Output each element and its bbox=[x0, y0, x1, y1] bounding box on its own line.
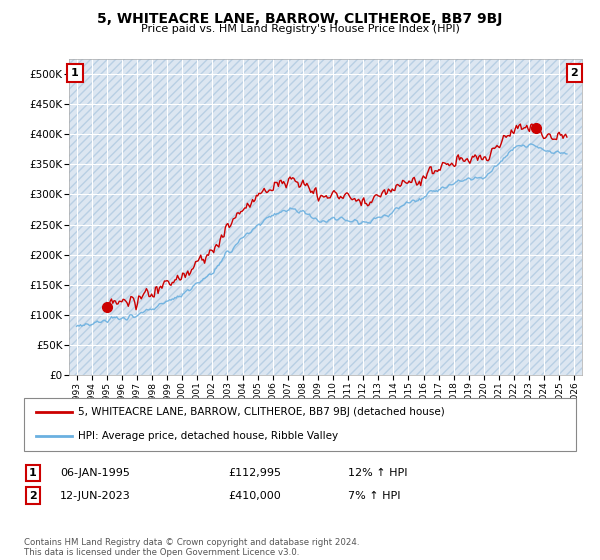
Text: 2: 2 bbox=[29, 491, 37, 501]
Text: £410,000: £410,000 bbox=[228, 491, 281, 501]
Text: 5, WHITEACRE LANE, BARROW, CLITHEROE, BB7 9BJ (detached house): 5, WHITEACRE LANE, BARROW, CLITHEROE, BB… bbox=[78, 408, 445, 418]
Text: 1: 1 bbox=[71, 68, 79, 78]
Text: 12-JUN-2023: 12-JUN-2023 bbox=[60, 491, 131, 501]
Text: Price paid vs. HM Land Registry's House Price Index (HPI): Price paid vs. HM Land Registry's House … bbox=[140, 24, 460, 34]
Text: 5, WHITEACRE LANE, BARROW, CLITHEROE, BB7 9BJ: 5, WHITEACRE LANE, BARROW, CLITHEROE, BB… bbox=[97, 12, 503, 26]
Text: HPI: Average price, detached house, Ribble Valley: HPI: Average price, detached house, Ribb… bbox=[78, 431, 338, 441]
Text: 2: 2 bbox=[571, 68, 578, 78]
Text: Contains HM Land Registry data © Crown copyright and database right 2024.
This d: Contains HM Land Registry data © Crown c… bbox=[24, 538, 359, 557]
Text: 7% ↑ HPI: 7% ↑ HPI bbox=[348, 491, 401, 501]
Text: 12% ↑ HPI: 12% ↑ HPI bbox=[348, 468, 407, 478]
Text: 1: 1 bbox=[29, 468, 37, 478]
Text: 06-JAN-1995: 06-JAN-1995 bbox=[60, 468, 130, 478]
Text: £112,995: £112,995 bbox=[228, 468, 281, 478]
